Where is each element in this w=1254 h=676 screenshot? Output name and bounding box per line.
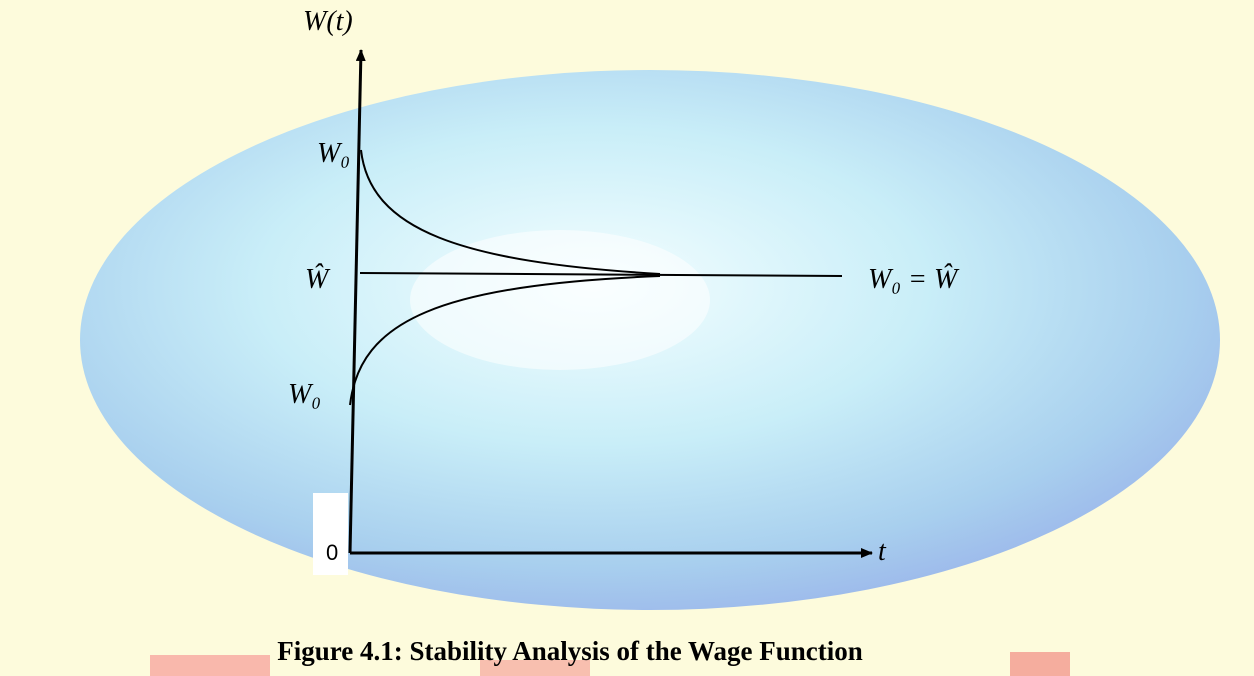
- watermark-band: [1010, 652, 1070, 676]
- curve-label: W₀ = Ŵ: [868, 264, 960, 295]
- curve-label: W₀: [288, 379, 321, 410]
- curve-label: Ŵ: [305, 264, 331, 295]
- origin-label: 0: [326, 540, 338, 565]
- figure: W(t) t 0 W₀ Ŵ W₀ W₀ = Ŵ Figure 4.1: Stab…: [0, 0, 1254, 676]
- curve-label: W₀: [317, 138, 350, 169]
- globe-highlight: [410, 230, 710, 370]
- page: W(t) t 0 W₀ Ŵ W₀ W₀ = Ŵ Figure 4.1: Stab…: [0, 0, 1254, 676]
- x-axis-label: t: [878, 536, 887, 567]
- y-axis-label: W(t): [303, 6, 353, 37]
- caption: Figure 4.1: Stability Analysis of the Wa…: [277, 636, 863, 666]
- watermark-band: [150, 655, 270, 676]
